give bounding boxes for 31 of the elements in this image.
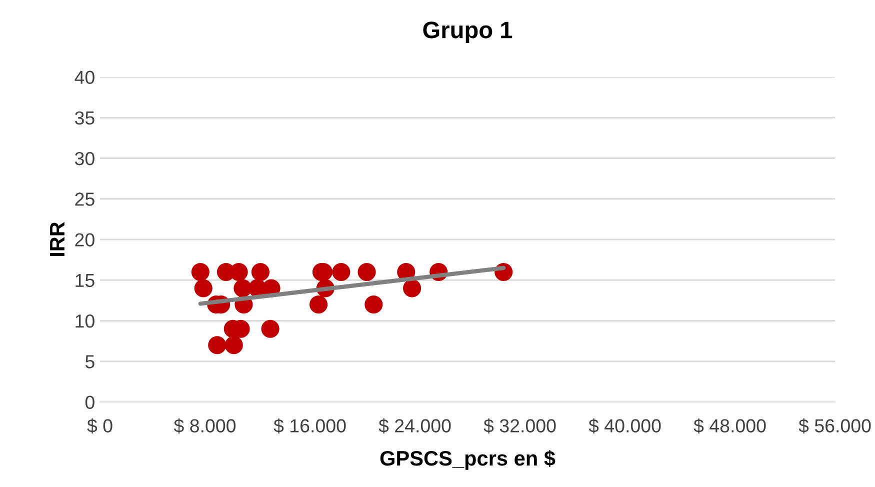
- point: [251, 262, 270, 282]
- y-tick-label: 15: [76, 274, 94, 288]
- y-tick-label: 10: [76, 314, 94, 328]
- y-tick-label: 0: [85, 396, 94, 409]
- x-tick-label: $ 32.000: [484, 418, 556, 434]
- point: [191, 262, 210, 282]
- y-tick-label: 25: [75, 192, 94, 206]
- point: [261, 320, 280, 338]
- x-tick-label: $ 48.000: [694, 418, 766, 434]
- point: [358, 262, 376, 282]
- x-tick-label: $ 8.000: [174, 418, 236, 434]
- point: [208, 336, 226, 354]
- y-tick-label: 20: [75, 233, 94, 246]
- y-tick-label: 35: [75, 111, 94, 125]
- chart-title: Grupo 1: [423, 22, 512, 44]
- x-tick-label: $ 24.000: [378, 418, 451, 434]
- x-tick-label: $ 40.000: [588, 418, 661, 434]
- point: [332, 262, 350, 282]
- point: [224, 336, 243, 354]
- y-tick-label: 5: [85, 355, 94, 368]
- point: [194, 279, 212, 298]
- y-tick-label: 40: [74, 70, 94, 84]
- x-tick-label: $ 16.000: [274, 418, 346, 434]
- point: [364, 295, 383, 314]
- point: [402, 279, 422, 298]
- x-tick-label: $ 56.000: [798, 418, 871, 434]
- y-axis-title: IRR: [50, 222, 64, 256]
- y-tick-label: 30: [75, 152, 94, 166]
- x-axis-title: GPSCS_pcrs en $: [380, 450, 556, 470]
- point: [309, 295, 328, 314]
- x-tick-label: $ 0: [87, 418, 112, 434]
